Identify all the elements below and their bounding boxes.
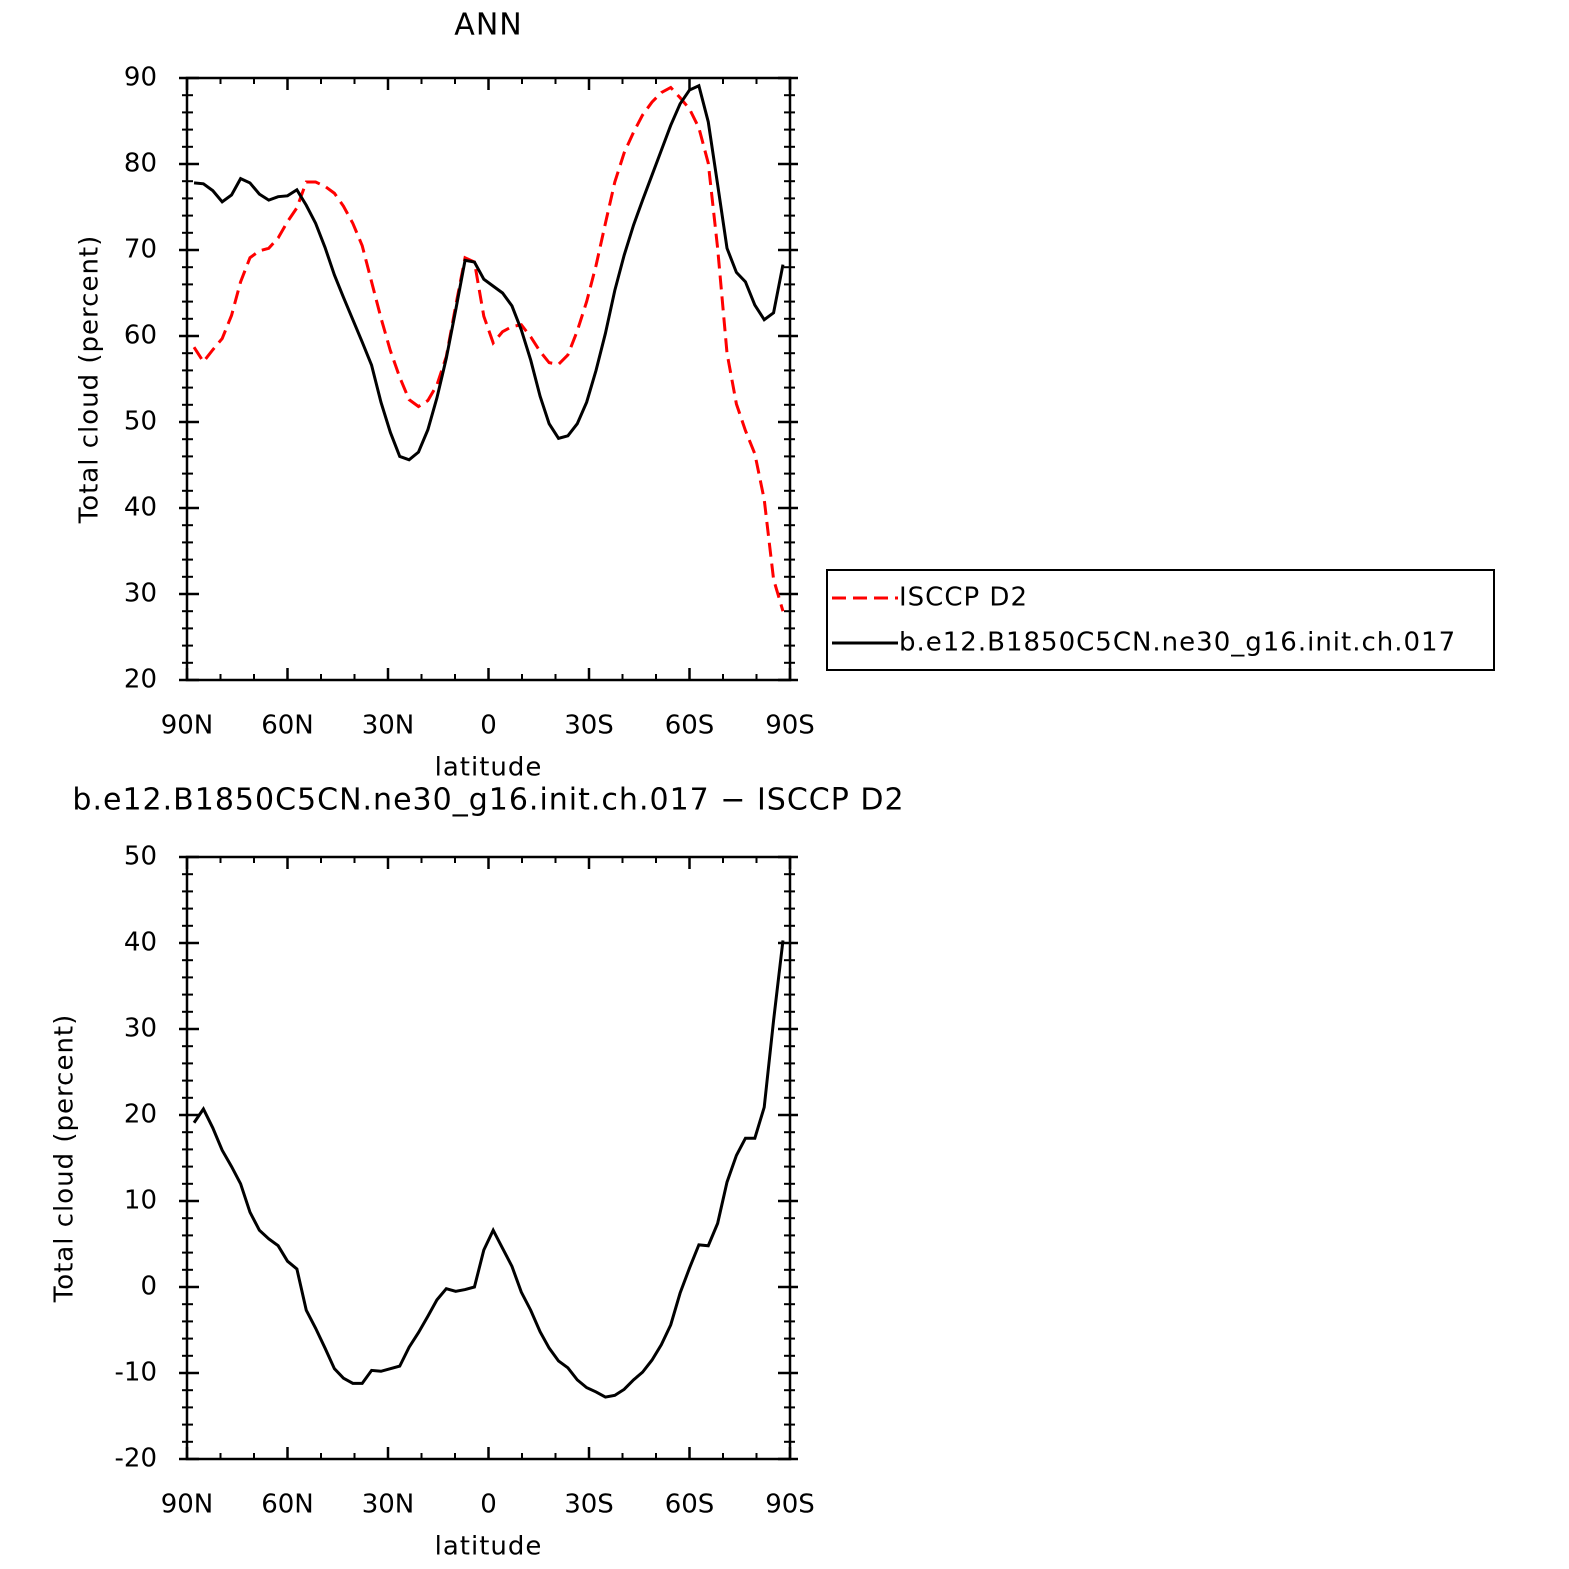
y-tick-label: 10 (124, 1186, 157, 1216)
y-tick-label: 20 (124, 665, 157, 695)
y-tick-label: 60 (124, 321, 157, 351)
y-tick-label: 80 (124, 149, 157, 179)
legend: ISCCP D2 b.e12.B1850C5CN.ne30_g16.init.ch… (826, 569, 1495, 671)
panel: ANN latitude Total cloud (percent) 90N 60N 30… (75, 8, 1495, 783)
legend-box (826, 569, 1495, 671)
plot-frame (185, 76, 792, 682)
y-tick-label: 50 (124, 407, 157, 437)
x-tick-label: 30N (362, 711, 415, 741)
chart-title: b.e12.B1850C5CN.ne30_g16.init.ch.017 − I… (72, 783, 904, 818)
x-tick-label: 60S (665, 711, 715, 741)
y-tick-label: -20 (115, 1444, 157, 1474)
data-line (193, 83, 785, 462)
plot-frame (185, 855, 792, 1461)
data-line (192, 940, 785, 1399)
data-line (192, 85, 785, 612)
x-tick-label: 60N (261, 1490, 314, 1520)
legend-label: ISCCP D2 (899, 583, 1028, 613)
x-tick-label: 0 (480, 1490, 497, 1520)
x-tick-label: 30N (362, 1490, 415, 1520)
y-tick-label: 30 (124, 1014, 157, 1044)
x-tick-label: 0 (480, 711, 497, 741)
y-tick-label: 20 (124, 1100, 157, 1130)
y-tick-label: 50 (124, 842, 157, 872)
x-tick-label: 30S (564, 1490, 614, 1520)
y-tick-label: 70 (124, 235, 157, 265)
x-tick-label: 60N (261, 711, 314, 741)
panel: b.e12.B1850C5CN.ne30_g16.init.ch.017 − I… (50, 783, 904, 1562)
x-tick-label: 60S (665, 1490, 715, 1520)
y-tick-label: 0 (140, 1272, 157, 1302)
x-axis-label: latitude (435, 1532, 543, 1562)
x-tick-label: 90N (161, 1490, 214, 1520)
x-tick-label: 90N (161, 711, 214, 741)
x-axis-label: latitude (435, 753, 543, 783)
y-tick-label: 40 (124, 493, 157, 523)
y-axis-label: Total cloud (percent) (75, 235, 105, 525)
y-tick-label: 90 (124, 63, 157, 93)
x-tick-label: 90S (765, 1490, 815, 1520)
chart-title: ANN (454, 8, 522, 43)
y-axis-label: Total cloud (percent) (50, 1014, 80, 1304)
legend-label: b.e12.B1850C5CN.ne30_g16.init.ch.017 (899, 628, 1456, 658)
y-tick-label: 30 (124, 579, 157, 609)
x-tick-label: 30S (564, 711, 614, 741)
y-tick-label: 40 (124, 928, 157, 958)
x-tick-label: 90S (765, 711, 815, 741)
y-tick-label: -10 (115, 1358, 157, 1388)
